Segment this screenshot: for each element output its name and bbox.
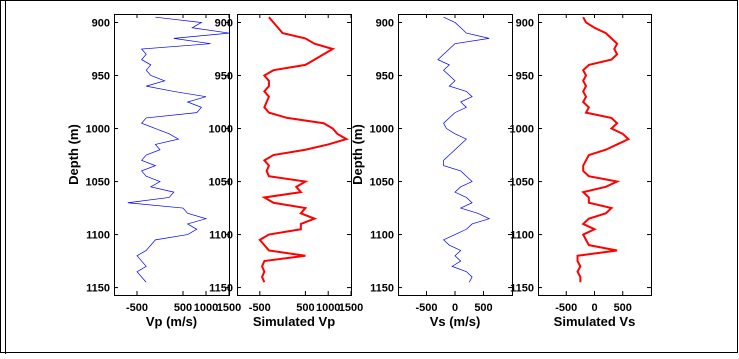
y-tick-label: 1150 — [209, 283, 233, 295]
y-tick-label: 900 — [215, 17, 233, 29]
x-tick-label: 1500 — [339, 302, 363, 314]
y-axis-label: Depth (m) — [350, 124, 365, 185]
y-tick-label: 1150 — [86, 283, 110, 295]
y-tick-label: 1050 — [370, 177, 394, 189]
y-tick-label: 1000 — [370, 124, 394, 136]
y-tick-label: 1100 — [510, 230, 534, 242]
y-tick-label: 1150 — [510, 283, 534, 295]
x-tick-label: 500 — [296, 302, 314, 314]
x-axis-label: Simulated Vp — [253, 314, 335, 329]
y-tick-label: 950 — [516, 71, 534, 83]
y-tick-label: 900 — [516, 17, 534, 29]
y-tick-label: 1050 — [86, 177, 110, 189]
x-tick-label: 1000 — [316, 302, 340, 314]
x-tick-label: 500 — [614, 302, 632, 314]
y-tick-label: 950 — [215, 71, 233, 83]
plot-frame — [114, 14, 230, 296]
x-tick-label: -500 — [126, 302, 148, 314]
y-tick-label: 1100 — [86, 230, 110, 242]
plot-frame — [398, 14, 513, 296]
x-tick-label: 0 — [452, 302, 458, 314]
x-tick-label: -500 — [415, 302, 437, 314]
y-tick-label: 1000 — [510, 124, 534, 136]
x-tick-label: 500 — [174, 302, 192, 314]
y-tick-label: 1150 — [370, 283, 394, 295]
y-tick-label: 950 — [376, 71, 394, 83]
y-axis-label: Depth (m) — [66, 124, 81, 185]
x-tick-label: 500 — [474, 302, 492, 314]
plot-frame — [237, 14, 352, 296]
log-line — [258, 16, 349, 283]
x-axis-label: Vp (m/s) — [146, 314, 197, 329]
y-tick-label: 1050 — [510, 177, 534, 189]
x-tick-label: -500 — [249, 302, 271, 314]
y-tick-label: 1100 — [209, 230, 233, 242]
x-axis-label: Simulated Vs — [554, 314, 636, 329]
y-tick-label: 900 — [92, 17, 110, 29]
y-tick-label: 1100 — [370, 230, 394, 242]
x-tick-label: -500 — [555, 302, 577, 314]
y-tick-label: 1000 — [86, 124, 110, 136]
x-axis-label: Vs (m/s) — [430, 314, 481, 329]
x-tick-label: 1000 — [194, 302, 218, 314]
y-tick-label: 900 — [376, 17, 394, 29]
x-tick-label: 0 — [591, 302, 597, 314]
log-line — [127, 16, 230, 283]
x-tick-label: 1500 — [217, 302, 241, 314]
log-line — [576, 16, 631, 283]
y-tick-label: 1050 — [209, 177, 233, 189]
y-tick-label: 1000 — [209, 124, 233, 136]
log-line — [437, 16, 491, 283]
y-tick-label: 950 — [92, 71, 110, 83]
